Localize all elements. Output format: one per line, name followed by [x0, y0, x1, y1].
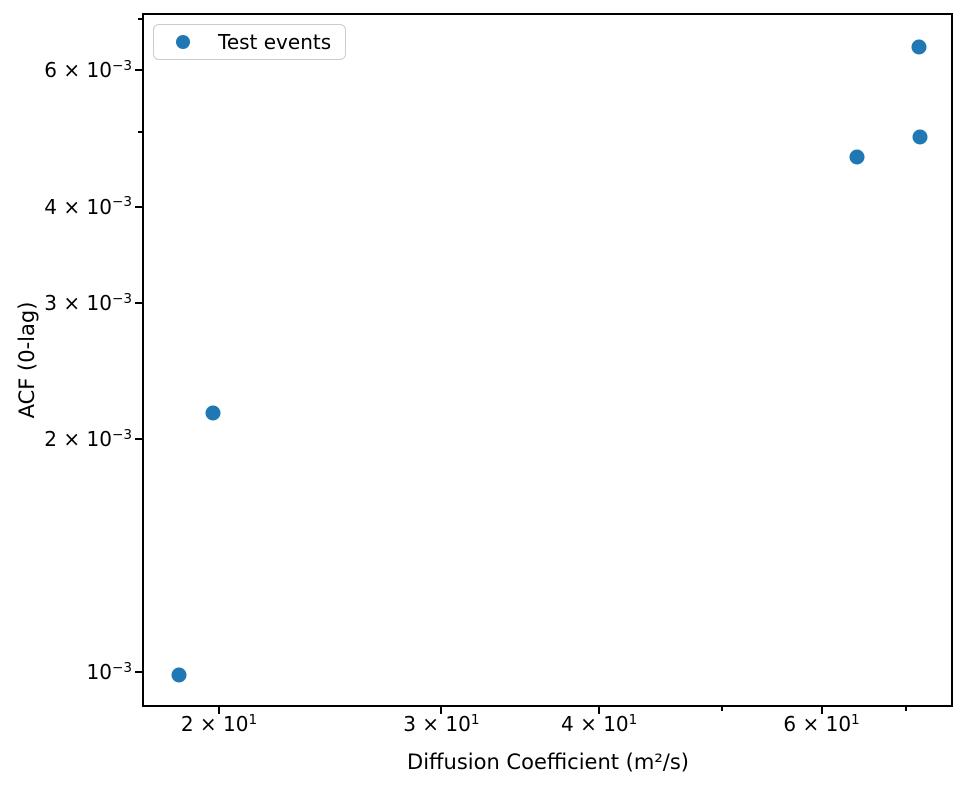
y-tick	[135, 69, 142, 72]
legend: Test events	[153, 24, 346, 60]
y-tick	[135, 671, 142, 673]
y-tick-label: 10−3	[86, 659, 133, 684]
scatter-point	[911, 39, 927, 55]
x-tick-label: 4 × 101	[561, 711, 638, 736]
scatter-point	[205, 405, 221, 421]
scatter-point	[912, 129, 928, 145]
y-tick	[135, 438, 142, 441]
x-tick	[440, 707, 443, 714]
y-minor-tick	[138, 17, 142, 20]
y-axis-label: ACF (0-lag)	[15, 301, 39, 419]
x-tick	[820, 707, 823, 714]
y-tick-label: 3 × 10−3	[44, 290, 132, 316]
y-tick	[135, 302, 142, 305]
x-tick-label: 3 × 101	[403, 711, 480, 736]
y-tick	[135, 205, 142, 208]
x-tick	[218, 707, 220, 714]
y-tick-label: 6 × 10−3	[44, 57, 132, 83]
x-tick-label: 2 × 101	[180, 711, 258, 736]
x-axis-label: Diffusion Coefficient (m²/s)	[407, 750, 689, 774]
plot-area	[142, 13, 953, 707]
legend-label: Test events	[218, 30, 332, 54]
legend-marker-icon	[176, 35, 190, 49]
y-minor-tick	[138, 130, 142, 133]
x-minor-tick	[905, 707, 908, 711]
x-minor-tick	[720, 707, 723, 711]
x-tick	[598, 707, 601, 714]
y-tick-label: 4 × 10−3	[44, 194, 132, 219]
scatter-point	[171, 667, 187, 683]
y-tick-label: 2 × 10−3	[44, 426, 132, 452]
x-tick-label: 6 × 101	[783, 711, 860, 736]
scatter-point	[849, 149, 865, 165]
